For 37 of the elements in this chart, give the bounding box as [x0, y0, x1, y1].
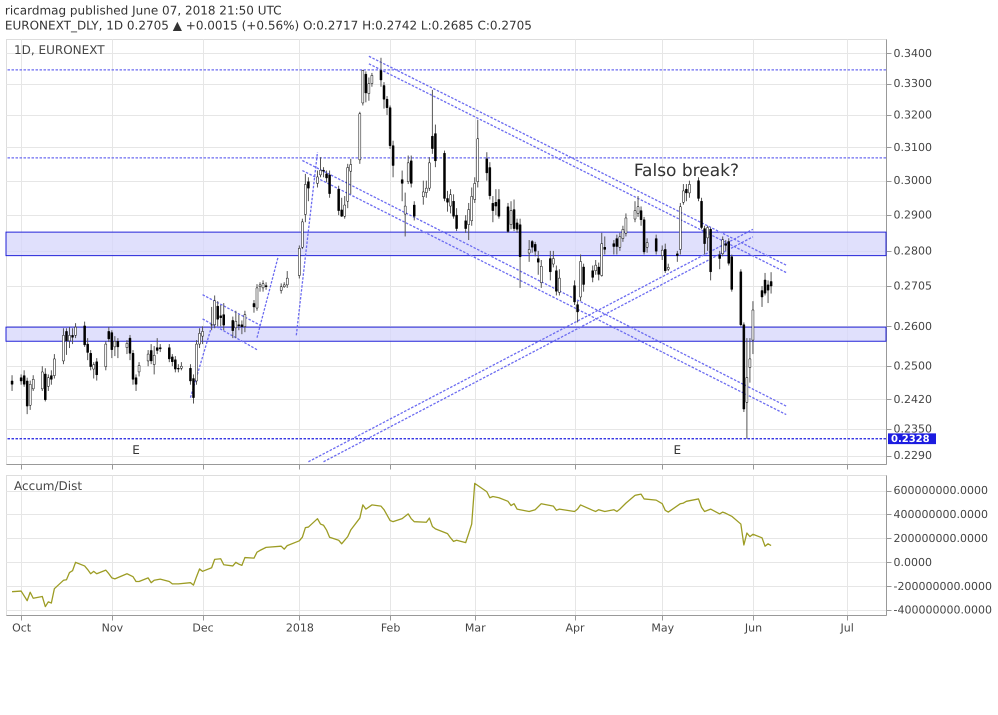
x-tick-label: Oct	[12, 622, 32, 634]
x-tick-label: Feb	[380, 622, 400, 634]
y-tick-label: 0.0000	[894, 556, 932, 569]
y-tick-label: 0.2900	[894, 208, 932, 222]
y-tick-label: -400000000.0000	[894, 604, 992, 617]
y-tick-label: 600000000.0000	[894, 484, 988, 498]
x-tick-label: May	[651, 622, 675, 634]
y-tick-label: 0.2705	[894, 280, 932, 293]
y-tick-label: 0.2600	[894, 320, 932, 333]
x-tick-label: Jul	[840, 622, 854, 634]
y-tick-label: 0.3000	[894, 174, 932, 188]
y-tick-label: 0.2290	[894, 449, 932, 462]
x-tick-label: 2018	[286, 622, 314, 634]
y-tick-label: 400000000.0000	[894, 508, 988, 521]
chart-title: Accum/Dist	[14, 479, 82, 493]
x-tick-label: Dec	[192, 622, 214, 634]
annotation: E	[132, 442, 140, 457]
x-tick-label: Nov	[102, 622, 124, 634]
y-tick-label: 0.3400	[894, 46, 932, 60]
ref-line-label: 0.2328	[891, 434, 930, 445]
x-tick-label: Mar	[464, 622, 486, 634]
y-tick-label: 0.3200	[894, 108, 932, 122]
y-tick-label: -200000000.0000	[894, 580, 992, 593]
chart-subtitle: EURONEXT_DLY, 1D 0.2705 ▲ +0.0015 (+0.56%) O:0.2717 H:0.2742 L:0.2685 C:0.2705	[4, 18, 532, 32]
y-tick-label: 0.2500	[894, 360, 932, 373]
y-tick-label: 0.3300	[894, 77, 932, 90]
x-tick-label: Apr	[566, 622, 586, 634]
y-tick-label: 0.3100	[894, 140, 932, 154]
y-tick-label: 0.2420	[894, 392, 932, 406]
annotation: E	[674, 442, 682, 457]
annotation: Falso break?	[634, 161, 739, 182]
y-tick-label: 200000000.0000	[894, 532, 988, 545]
y-tick-label: 0.2800	[894, 244, 932, 258]
x-tick-label: Jun	[744, 622, 762, 634]
y-tick-label: 0.2350	[894, 422, 932, 436]
chart-title: ricardmag published June 07, 2018 21:50 UTC	[4, 4, 282, 18]
annotation: 1D, EURONEXT	[14, 43, 106, 57]
